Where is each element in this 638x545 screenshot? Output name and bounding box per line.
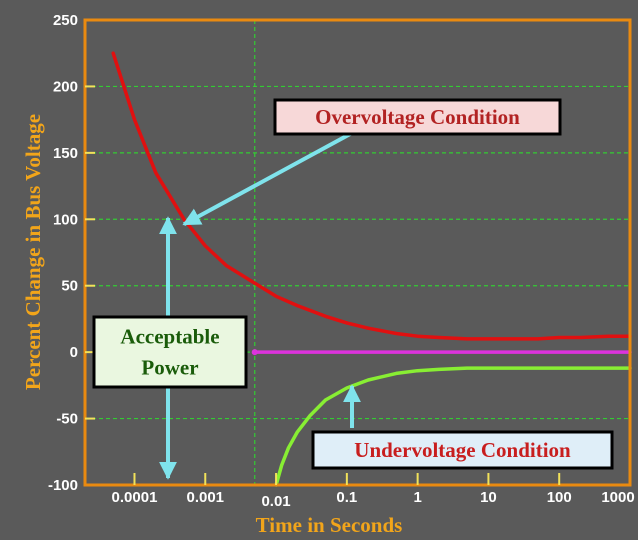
y-tick-label: 50 — [61, 278, 78, 295]
y-tick-label: 0 — [70, 344, 78, 361]
undervoltage-callout-label: Undervoltage Condition — [354, 438, 571, 462]
x-tick-label: 0.1 — [336, 489, 357, 506]
grid-lines — [85, 20, 630, 485]
undervoltage-series-line — [274, 366, 632, 487]
y-tick-label: -100 — [48, 477, 78, 494]
tick-marks — [85, 85, 561, 485]
x-axis-title: Time in Seconds — [256, 513, 403, 537]
acceptable-power-callout-label: Power — [141, 356, 198, 380]
undervoltage-callout-box — [311, 430, 614, 470]
x-tick-label: 100 — [547, 489, 572, 506]
y-tick-label: 250 — [53, 12, 78, 29]
overvoltage-callout-box — [273, 98, 562, 136]
overvoltage-series-line — [111, 51, 632, 341]
plot-area-border — [83, 18, 632, 487]
x-tick-label: 10 — [480, 489, 497, 506]
annotations: Overvoltage Condition Acceptable Power Unde… — [92, 98, 614, 480]
x-tick-label: 1 — [413, 489, 421, 506]
y-tick-label: -50 — [56, 411, 78, 428]
tick-labels: 250 200 150 100 50 0 -50 -100 0.0001 0.001 0.01 0.1… — [48, 12, 635, 510]
nominal-start-marker — [251, 349, 258, 356]
x-tick-label: 0.001 — [186, 489, 224, 506]
y-tick-label: 200 — [53, 78, 78, 95]
data-series — [111, 51, 632, 487]
y-axis-title: Percent Change in Bus Voltage — [21, 114, 45, 390]
acceptable-power-callout-box — [92, 315, 248, 389]
y-tick-label: 100 — [53, 211, 78, 228]
x-tick-label: 0.0001 — [112, 489, 158, 506]
x-tick-label: 1000 — [601, 489, 634, 506]
x-tick-label: 0.01 — [261, 493, 290, 510]
overvoltage-callout-label: Overvoltage Condition — [315, 105, 520, 129]
overvoltage-arrow — [182, 131, 353, 227]
y-tick-label: 150 — [53, 145, 78, 162]
acceptable-power-callout-label: Acceptable — [120, 325, 219, 349]
